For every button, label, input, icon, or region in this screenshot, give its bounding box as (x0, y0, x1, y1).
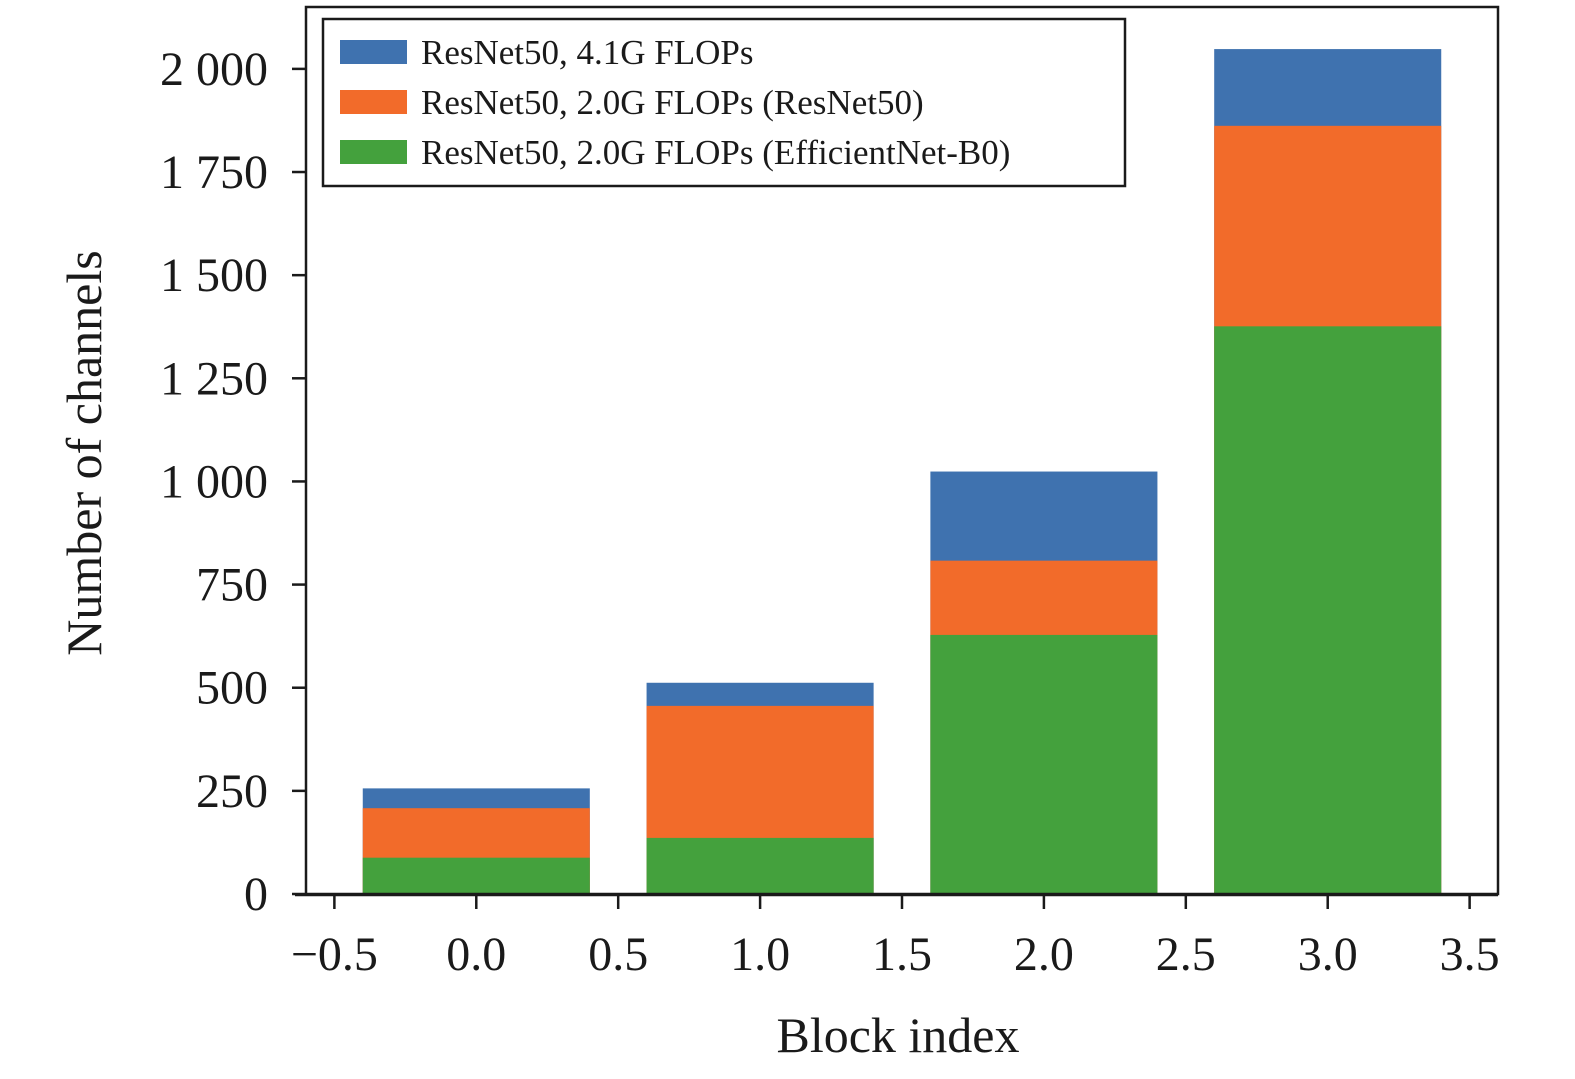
legend-swatch-1 (340, 90, 407, 114)
x-axis-label: Block index (776, 1007, 1019, 1063)
legend-swatch-2 (340, 140, 407, 164)
x-tick-label-2: 0.5 (588, 928, 648, 981)
x-axis: −0.5 0.0 0.5 1.0 1.5 2.0 2.5 3.0 3.5 (291, 893, 1500, 981)
x-tick-label-8: 3.5 (1440, 928, 1500, 981)
x-tick-label-4: 1.5 (872, 928, 932, 981)
legend: ResNet50, 4.1G FLOPs ResNet50, 2.0G FLOPs… (321, 17, 1127, 188)
x-tick-label-6: 2.5 (1156, 928, 1216, 981)
y-tick-label-0: 0 (244, 868, 268, 921)
x-tick-label-1: 0.0 (446, 928, 506, 981)
bar-series-2-block-0 (362, 857, 590, 894)
y-tick-label-3: 750 (196, 559, 268, 612)
legend-frame (321, 17, 1127, 188)
bar-series-2-block-3 (1214, 326, 1442, 894)
x-tick-label-0: −0.5 (291, 928, 378, 981)
x-tick-label-5: 2.0 (1014, 928, 1074, 981)
y-tick-label-4: 1 000 (160, 455, 268, 508)
y-axis: 0 250 500 750 1 000 1 250 1 500 1 750 2 000 (160, 43, 306, 921)
bars-layer (362, 49, 1442, 894)
y-axis-label: Number of channels (56, 250, 112, 655)
y-tick-label-2: 500 (196, 662, 268, 715)
legend-label-2: ResNet50, 2.0G FLOPs (EfficientNet-B0) (421, 133, 1010, 172)
legend-label-1: ResNet50, 2.0G FLOPs (ResNet50) (421, 83, 924, 122)
bar-series-2-block-1 (646, 837, 874, 894)
legend-swatch-0 (340, 40, 407, 64)
y-tick-label-6: 1 500 (160, 249, 268, 302)
y-tick-label-7: 1 750 (160, 146, 268, 199)
legend-label-0: ResNet50, 4.1G FLOPs (421, 33, 754, 72)
x-tick-label-7: 3.0 (1298, 928, 1358, 981)
y-tick-label-8: 2 000 (160, 43, 268, 96)
x-tick-label-3: 1.0 (730, 928, 790, 981)
y-tick-label-5: 1 250 (160, 352, 268, 405)
bar-series-2-block-2 (930, 634, 1158, 894)
y-tick-label-1: 250 (196, 765, 268, 818)
